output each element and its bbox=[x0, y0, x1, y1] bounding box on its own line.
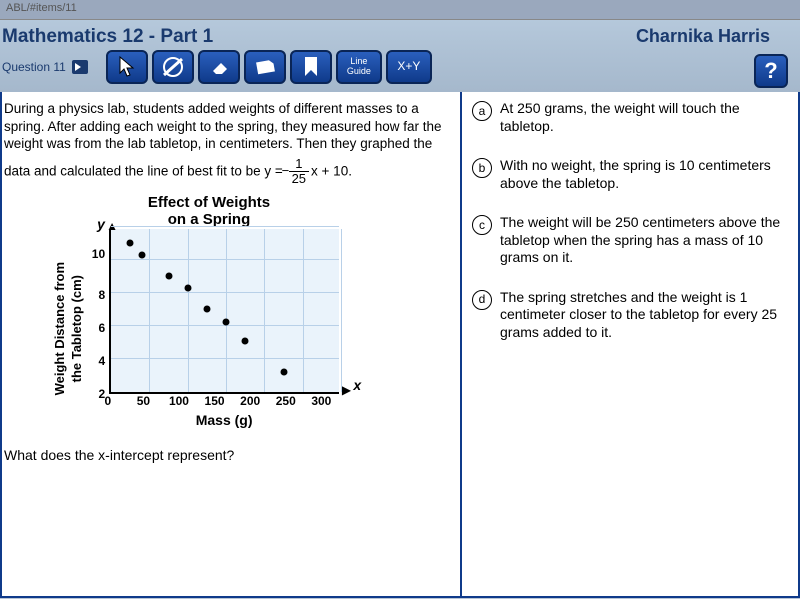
x-tick: 100 bbox=[161, 394, 197, 410]
question-stem-1: During a physics lab, students added wei… bbox=[4, 100, 452, 153]
choice-c-text: The weight will be 250 centimeters above… bbox=[500, 214, 788, 267]
choice-a-button[interactable]: a bbox=[472, 101, 492, 121]
x-axis-label: Mass (g) bbox=[109, 411, 339, 429]
frac-num: 1 bbox=[289, 157, 309, 172]
line-guide-label: Line Guide bbox=[347, 57, 371, 77]
eq-suffix: x + 10. bbox=[311, 163, 352, 178]
x-tick: 250 bbox=[268, 394, 304, 410]
chart-title: Effect of Weights on a Spring bbox=[94, 194, 324, 229]
y-tick: 8 bbox=[98, 280, 105, 313]
data-point bbox=[203, 306, 210, 313]
eraser-icon bbox=[207, 57, 231, 77]
strikethrough-tool[interactable] bbox=[152, 50, 194, 84]
y-letter: y bbox=[97, 215, 105, 233]
breadcrumb: ABL/#items/11 bbox=[6, 2, 77, 14]
y-tick: 10 bbox=[92, 247, 105, 280]
x-letter: x bbox=[353, 376, 361, 394]
choice-c-button[interactable]: c bbox=[472, 215, 492, 235]
y-tick: 4 bbox=[98, 346, 105, 379]
x-axis-ticks: 050100150200250300 bbox=[109, 394, 339, 410]
x-tick: 0 bbox=[90, 394, 126, 410]
choice-a-text: At 250 grams, the weight will touch the … bbox=[500, 100, 788, 135]
x-tick: 150 bbox=[197, 394, 233, 410]
data-point bbox=[242, 337, 249, 344]
choice-a: a At 250 grams, the weight will touch th… bbox=[472, 100, 788, 135]
x-tick: 300 bbox=[304, 394, 340, 410]
help-icon: ? bbox=[764, 58, 777, 84]
plot-area: y x ▲ ▶ bbox=[109, 229, 339, 394]
x-icon bbox=[160, 56, 186, 78]
y-axis-label: Weight Distance from the Tabletop (cm) bbox=[52, 262, 86, 395]
frac-den: 25 bbox=[289, 172, 309, 186]
choice-c: c The weight will be 250 centimeters abo… bbox=[472, 214, 788, 267]
eraser-tool[interactable] bbox=[198, 50, 240, 84]
line-guide-tool[interactable]: Line Guide bbox=[336, 50, 382, 84]
header: Mathematics 12 - Part 1 Charnika Harris … bbox=[0, 20, 800, 92]
chart: Effect of Weights on a Spring Weight Dis… bbox=[52, 194, 452, 429]
toolbar: Line Guide X+Y bbox=[106, 50, 432, 84]
question-pane: During a physics lab, students added wei… bbox=[2, 92, 462, 596]
arrow-right-icon: ▶ bbox=[342, 383, 351, 399]
help-button[interactable]: ? bbox=[754, 54, 788, 88]
flag-button[interactable] bbox=[72, 60, 88, 74]
y-tick: 6 bbox=[98, 313, 105, 346]
notepad-tool[interactable] bbox=[244, 50, 286, 84]
pointer-icon bbox=[117, 56, 137, 78]
choice-d: d The spring stretches and the weight is… bbox=[472, 289, 788, 342]
notepad-icon bbox=[254, 57, 276, 77]
question-number: Question 11 bbox=[2, 60, 66, 74]
eq-prefix: data and calculated the line of best fit… bbox=[4, 163, 287, 178]
x-tick: 200 bbox=[232, 394, 268, 410]
choice-b-text: With no weight, the spring is 10 centime… bbox=[500, 157, 788, 192]
y-axis-ticks: 108642 bbox=[92, 247, 105, 412]
data-point bbox=[165, 273, 172, 280]
course-title: Mathematics 12 - Part 1 bbox=[0, 26, 213, 48]
fraction: −125 bbox=[289, 157, 309, 187]
choices-pane: a At 250 grams, the weight will touch th… bbox=[462, 92, 798, 596]
data-point bbox=[280, 368, 287, 375]
question-final: What does the x-intercept represent? bbox=[4, 446, 452, 464]
breadcrumb-bar: ABL/#items/11 bbox=[0, 0, 800, 20]
data-point bbox=[184, 284, 191, 291]
equation-tool[interactable]: X+Y bbox=[386, 50, 432, 84]
choice-d-text: The spring stretches and the weight is 1… bbox=[500, 289, 788, 342]
xy-label: X+Y bbox=[397, 60, 420, 73]
choice-b: b With no weight, the spring is 10 centi… bbox=[472, 157, 788, 192]
bookmark-icon bbox=[303, 56, 319, 78]
choice-b-button[interactable]: b bbox=[472, 158, 492, 178]
user-name: Charnika Harris bbox=[636, 26, 790, 47]
data-point bbox=[127, 240, 134, 247]
question-stem-2: data and calculated the line of best fit… bbox=[4, 157, 452, 187]
x-tick: 50 bbox=[126, 394, 162, 410]
data-point bbox=[223, 319, 230, 326]
pointer-tool[interactable] bbox=[106, 50, 148, 84]
choice-d-button[interactable]: d bbox=[472, 290, 492, 310]
content-area: During a physics lab, students added wei… bbox=[0, 92, 800, 598]
bookmark-tool[interactable] bbox=[290, 50, 332, 84]
data-point bbox=[138, 251, 145, 258]
